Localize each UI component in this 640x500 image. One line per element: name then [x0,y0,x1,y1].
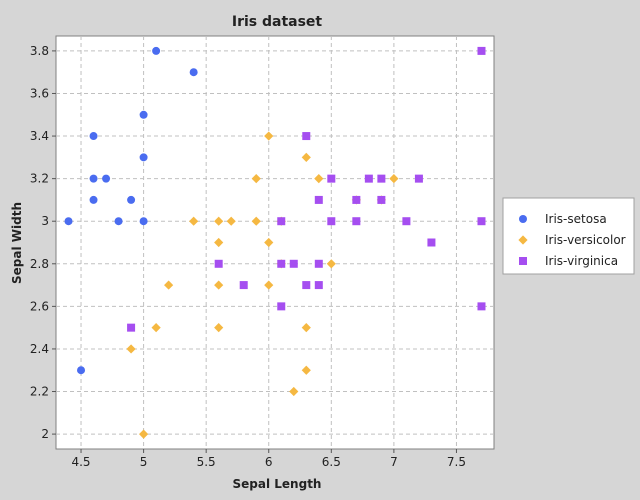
legend: Iris-setosa Iris-versicolor Iris-virginica [502,197,635,275]
legend-label: Iris-versicolor [545,233,626,247]
data-point [127,323,136,332]
grid [56,36,494,449]
y-axis-ticks: 2 2.2 2.4 2.6 2.8 3 3.2 3.4 3.6 3.8 [30,44,56,441]
data-point [402,217,411,226]
x-tick-label: 5.5 [197,455,216,469]
data-point [251,216,261,226]
data-point [327,217,336,226]
x-axis-ticks: 4.5 5 5.5 6 6.5 7 7.5 [71,449,466,469]
data-point [152,46,161,55]
data-point [477,217,486,226]
data-point [264,237,274,248]
data-point [214,280,224,290]
data-point [126,344,136,354]
x-tick-label: 6.5 [322,455,341,469]
data-point [301,323,311,333]
data-point [77,366,86,375]
y-tick-label: 3.4 [30,129,49,143]
y-tick-label: 2.2 [30,385,49,399]
data-point [277,259,286,268]
data-point [477,46,486,55]
x-tick-label: 4.5 [71,455,90,469]
x-tick-label: 7.5 [447,455,466,469]
data-point [64,217,73,226]
data-point [226,216,236,226]
data-point [114,217,123,226]
y-tick-label: 3.2 [30,172,49,186]
data-point [102,174,111,183]
data-point [302,132,311,141]
series-iris-versicolor [126,131,399,439]
data-point [327,174,336,183]
data-point [477,302,486,311]
data-point [352,217,361,226]
data-point [314,259,323,268]
data-point [239,281,248,290]
data-point [377,174,386,183]
data-point [326,259,336,269]
data-point [377,195,386,204]
data-point [314,174,324,184]
data-point [139,217,148,226]
x-tick-label: 6 [265,455,273,469]
y-tick-label: 2.6 [30,299,49,313]
data-point [302,281,311,290]
chart-title: Iris dataset [232,14,323,30]
data-point [277,217,286,226]
data-point [314,195,323,204]
x-tick-label: 5 [140,455,148,469]
data-point [264,280,274,290]
data-point [364,174,373,183]
legend-marker [518,235,528,245]
data-point [89,174,98,183]
y-tick-label: 2 [41,427,49,441]
data-point [214,237,224,248]
legend-marker [519,257,527,265]
y-tick-label: 2.8 [30,257,49,271]
data-point [89,195,98,204]
plot-area [55,35,495,450]
data-points [64,46,486,439]
series-iris-virginica [127,46,486,332]
data-point [427,238,436,247]
data-point [277,302,286,311]
data-point [139,429,149,439]
data-point [314,281,323,290]
data-point [301,152,311,162]
data-point [389,174,399,184]
data-point [414,174,423,183]
data-point [289,386,299,397]
y-tick-label: 2.4 [30,342,49,356]
legend-label: Iris-setosa [545,212,607,226]
y-axis-label: Sepal Width [10,202,24,284]
data-point [139,110,148,119]
y-tick-label: 3.6 [30,86,49,100]
x-tick-label: 7 [390,455,398,469]
data-point [289,259,298,268]
data-point [127,195,136,204]
data-point [139,153,148,162]
data-point [151,323,161,333]
legend-label: Iris-virginica [545,254,618,268]
data-point [251,174,261,184]
data-point [264,131,274,141]
data-point [214,216,224,226]
data-point [164,280,174,290]
data-point [189,68,198,77]
data-point [352,195,361,204]
x-axis-label: Sepal Length [233,477,322,491]
data-point [89,132,98,141]
series-iris-setosa [64,46,198,375]
data-point [301,365,311,375]
data-point [214,259,223,268]
data-point [214,323,224,333]
data-point [189,216,199,226]
y-tick-label: 3 [41,214,49,228]
legend-marker [519,215,527,223]
y-tick-label: 3.8 [30,44,49,58]
